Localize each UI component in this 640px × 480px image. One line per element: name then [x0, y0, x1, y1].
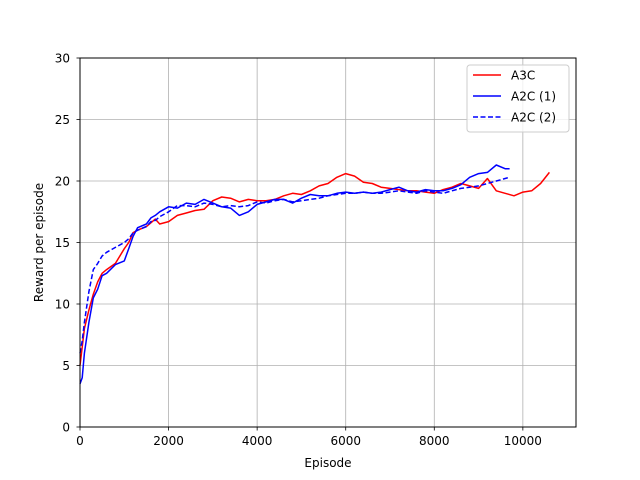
series-line-0 [79, 171, 550, 366]
series-line-1 [79, 164, 510, 385]
legend: A3C A2C (1) A2C (2) [466, 64, 570, 133]
x-tick-label: 2000 [153, 434, 184, 448]
grid-lines [79, 57, 576, 428]
series-line-2 [79, 176, 510, 354]
y-tick-label: 5 [62, 359, 70, 373]
x-axis-label: Episode [304, 456, 351, 470]
y-tick-label: 0 [62, 421, 70, 435]
x-tick-label: 6000 [330, 434, 361, 448]
x-tick-label: 0 [76, 434, 84, 448]
x-tick-label: 4000 [242, 434, 273, 448]
x-tick-label: 8000 [419, 434, 450, 448]
y-tick-label: 25 [55, 113, 70, 127]
y-tick-label: 15 [55, 236, 70, 250]
legend-label: A2C (1) [511, 90, 556, 104]
axis-ticks: 0 2000 4000 6000 8000 10000 0 5 10 15 20 25 30 [55, 52, 542, 449]
plot-series [79, 164, 550, 385]
x-tick-label: 10000 [504, 434, 542, 448]
y-tick-label: 20 [55, 175, 70, 189]
legend-box [466, 64, 570, 133]
legend-label: A3C [511, 69, 535, 83]
legend-label: A2C (2) [511, 111, 556, 125]
y-tick-label: 10 [55, 298, 70, 312]
y-tick-label: 30 [55, 52, 70, 66]
y-axis-label: Reward per episode [32, 183, 46, 302]
